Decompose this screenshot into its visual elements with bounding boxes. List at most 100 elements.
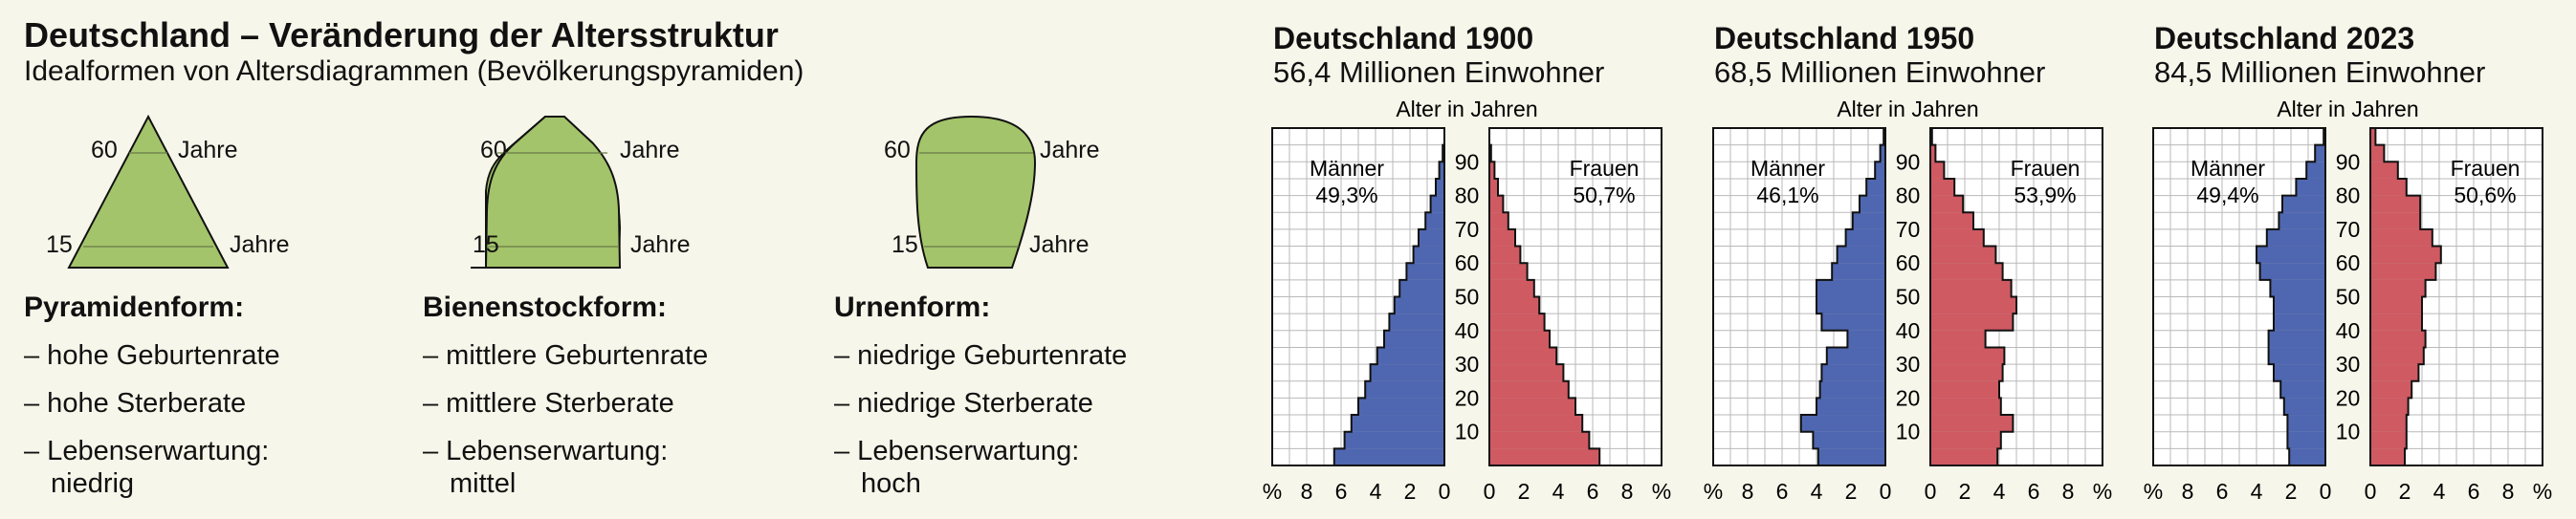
women-axis-tick-label: 2 — [1959, 479, 1971, 504]
age-tick-label: 90 — [1455, 149, 1480, 174]
men-bar — [1837, 246, 1885, 264]
men-axis-tick-label: 4 — [1811, 479, 1823, 504]
women-bar — [1489, 246, 1521, 264]
men-bar — [2296, 178, 2325, 196]
age-label-15: 15 — [46, 231, 73, 258]
men-axis-tick-label: 2 — [1404, 479, 1417, 504]
age-tick-label: 90 — [2336, 149, 2361, 174]
form-heading: Bienenstockform: — [423, 292, 668, 323]
men-bar — [2274, 364, 2325, 381]
men-bar — [2289, 448, 2325, 465]
women-bar — [1489, 162, 1495, 179]
age-label-15: 15 — [473, 231, 499, 258]
women-bar — [1489, 398, 1575, 416]
men-bar — [1816, 398, 1885, 416]
age-tick-label: 30 — [1455, 352, 1480, 377]
age-tick-label: 10 — [2336, 420, 2361, 444]
women-bar — [1930, 296, 2016, 314]
men-bar — [1358, 398, 1444, 416]
age-tick-label: 60 — [1896, 250, 1921, 275]
women-axis-tick-label: % — [2093, 479, 2112, 504]
urn-shape-diagram — [914, 115, 1037, 269]
age-tick-label: 40 — [2336, 318, 2361, 343]
women-bar — [1930, 195, 1964, 213]
men-bar — [1344, 431, 1444, 449]
men-axis-tick-label: 0 — [1880, 479, 1892, 504]
men-bar — [1819, 380, 1885, 399]
women-bar — [1489, 364, 1564, 381]
chart-title: Deutschland 2023 — [2154, 21, 2415, 55]
men-outline — [2256, 127, 2325, 466]
age-tick-label: 50 — [2336, 285, 2361, 310]
form-feature: – hohe Geburtenrate — [24, 340, 280, 371]
form-feature: – Lebenserwartung: — [24, 436, 270, 466]
men-bar — [2257, 246, 2325, 264]
men-label: Männer — [1310, 156, 1384, 181]
men-bar — [1832, 263, 1885, 280]
men-bar — [2259, 263, 2325, 280]
women-share: 53,9% — [2014, 183, 2076, 207]
men-bar — [1436, 178, 1444, 196]
form-feature: – Lebenserwartung: — [834, 436, 1080, 466]
women-bar — [1930, 448, 1998, 465]
men-bar — [2306, 162, 2325, 179]
men-bar — [1376, 347, 1444, 365]
men-bar — [2268, 347, 2325, 365]
women-bar — [2370, 162, 2398, 179]
men-bar — [2266, 228, 2325, 247]
women-bar — [2370, 263, 2436, 280]
women-bar — [1489, 431, 1590, 449]
women-axis-tick-label: 0 — [1484, 479, 1496, 504]
women-label: Frauen — [1570, 156, 1640, 181]
axis-title: Alter in Jahren — [1837, 97, 1978, 121]
form-feature: hoch — [861, 468, 921, 499]
men-bar — [1817, 448, 1885, 465]
women-bar — [1489, 279, 1534, 297]
women-bar — [1930, 246, 1996, 264]
women-bar — [2370, 431, 2407, 449]
men-bar — [1399, 279, 1444, 297]
men-panel-frame — [2152, 127, 2326, 466]
women-panel-frame — [2369, 127, 2543, 466]
women-bar — [1489, 195, 1504, 213]
women-bar — [2370, 296, 2422, 314]
men-bar — [2282, 195, 2325, 213]
women-bar — [1930, 415, 2014, 432]
women-bar — [2370, 347, 2424, 365]
form-feature: niedrig — [51, 468, 135, 499]
women-bar — [1930, 431, 2001, 449]
women-bar — [1489, 212, 1508, 229]
women-axis-tick-label: 2 — [1518, 479, 1530, 504]
women-bar — [2370, 314, 2422, 331]
age-unit-upper: Jahre — [620, 137, 680, 163]
women-bar — [1930, 212, 1973, 229]
men-axis-tick-label: 4 — [2251, 479, 2263, 504]
form-feature: – mittlere Geburtenrate — [423, 340, 709, 371]
women-outline — [1930, 127, 2017, 466]
women-bar — [1930, 364, 2003, 381]
women-bar — [1930, 380, 1999, 399]
men-bar — [1816, 296, 1885, 314]
men-axis-tick-label: % — [1263, 479, 1282, 504]
women-bar — [2370, 448, 2405, 465]
men-bar — [1816, 279, 1885, 297]
men-axis-tick-label: 8 — [2182, 479, 2194, 504]
age-tick-label: 50 — [1455, 285, 1480, 310]
form-heading: Pyramidenform: — [24, 292, 245, 323]
men-panel-frame — [1712, 127, 1886, 466]
women-bar — [1489, 330, 1550, 348]
women-bar — [2370, 195, 2421, 213]
men-bar — [1351, 415, 1444, 432]
women-share: 50,7% — [1573, 183, 1635, 207]
men-bar — [1800, 415, 1885, 432]
men-bar — [1413, 246, 1444, 264]
men-bar — [2315, 144, 2325, 162]
women-axis-tick-label: 0 — [2365, 479, 2377, 504]
men-bar — [1384, 330, 1444, 348]
age-tick-label: 70 — [2336, 217, 2361, 242]
chart-title: Deutschland 1950 — [1714, 21, 1975, 55]
men-share: 49,3% — [1315, 183, 1377, 207]
men-bar — [2270, 279, 2325, 297]
form-feature: – niedrige Geburtenrate — [834, 340, 1128, 371]
